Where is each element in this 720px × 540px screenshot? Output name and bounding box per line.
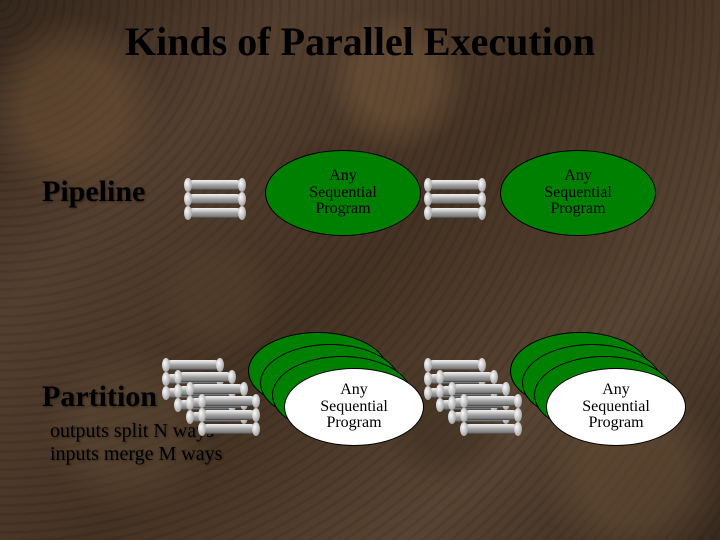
program-ellipse: Any Sequential Program <box>265 150 421 236</box>
ellipse-text: Program <box>588 415 643 432</box>
ellipse-text: Sequential <box>544 185 612 202</box>
pipeline-label: Pipeline <box>42 175 145 209</box>
pipeline-label-text: Pipeline <box>42 175 145 208</box>
slide-title: Kinds of Parallel Execution <box>0 18 720 65</box>
program-ellipse-front: AnySequentialProgram <box>546 368 686 446</box>
pipe-connector <box>194 396 264 434</box>
ellipse-text: Program <box>315 201 370 218</box>
ellipse-text: Program <box>326 415 381 432</box>
pipe-connector <box>420 180 490 218</box>
partition-label-text: Partition <box>42 380 157 413</box>
pipe-connector <box>456 396 526 434</box>
program-ellipse-front: AnySequentialProgram <box>284 368 424 446</box>
ellipse-text: Any <box>564 168 592 185</box>
ellipse-text: Sequential <box>320 399 388 416</box>
ellipse-text: Sequential <box>309 185 377 202</box>
slide-title-text: Kinds of Parallel Execution <box>125 19 595 64</box>
ellipse-text: Sequential <box>582 399 650 416</box>
ellipse-text: Any <box>602 382 630 399</box>
pipe-connector <box>180 180 250 218</box>
partition-sub-line: inputs merge M ways <box>50 443 222 466</box>
program-ellipse: Any Sequential Program <box>500 150 656 236</box>
partition-label: Partition <box>42 380 157 414</box>
ellipse-text: Any <box>329 168 357 185</box>
ellipse-text: Any <box>340 382 368 399</box>
ellipse-text: Program <box>550 201 605 218</box>
